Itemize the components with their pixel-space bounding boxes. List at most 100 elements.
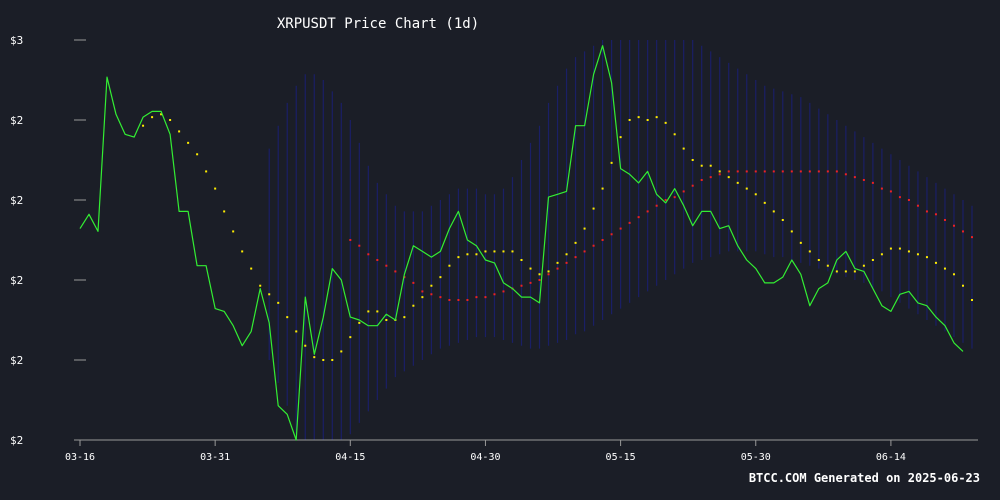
- ma-long-point: [655, 204, 658, 207]
- ma-long-point: [853, 176, 856, 179]
- ma-long-point: [520, 284, 523, 287]
- ma-long-point: [682, 190, 685, 193]
- ma-long-point: [394, 270, 397, 273]
- ma-long-point: [898, 196, 901, 199]
- ma-short-point: [295, 330, 298, 333]
- ma-short-point: [340, 350, 343, 353]
- ma-short-point: [907, 250, 910, 253]
- ma-short-point: [439, 276, 442, 279]
- ma-short-point: [790, 230, 793, 233]
- ma-short-point: [817, 259, 820, 261]
- ma-short-point: [187, 141, 190, 144]
- ma-long-point: [754, 170, 757, 173]
- ma-long-point: [799, 170, 802, 173]
- ma-long-point: [700, 179, 703, 181]
- ma-short-point: [646, 119, 649, 121]
- ma-long-point: [934, 213, 937, 216]
- ma-short-point: [862, 264, 865, 267]
- ma-short-point: [538, 273, 541, 276]
- ma-long-point: [736, 170, 739, 173]
- ma-short-point: [925, 256, 928, 259]
- ma-short-point: [727, 176, 730, 179]
- x-tick-label: 04-30: [470, 452, 500, 463]
- y-tick-label: $2: [10, 194, 23, 207]
- y-tick-label: $3: [10, 34, 23, 47]
- ma-long-point: [610, 233, 613, 236]
- ma-short-point: [889, 247, 892, 250]
- ma-short-point: [961, 284, 964, 287]
- ma-long-point: [601, 239, 604, 241]
- ma-long-point: [637, 216, 640, 219]
- ma-short-point: [971, 299, 973, 301]
- ma-long-point: [862, 179, 865, 181]
- ma-long-point: [808, 170, 811, 173]
- ma-short-point: [934, 261, 937, 264]
- ma-short-point: [655, 116, 658, 119]
- ma-short-point: [448, 264, 451, 267]
- ma-short-point: [808, 250, 811, 253]
- ma-long-point: [628, 221, 631, 224]
- ma-long-point: [475, 296, 478, 299]
- ma-short-point: [313, 356, 316, 359]
- ma-short-point: [763, 201, 766, 204]
- ma-long-point: [718, 173, 721, 176]
- ma-short-point: [520, 259, 523, 261]
- ma-long-point: [646, 210, 649, 213]
- ma-short-point: [367, 310, 370, 313]
- ma-short-point: [682, 147, 685, 150]
- ma-short-point: [358, 321, 361, 324]
- ma-long-point: [556, 267, 559, 270]
- y-tick-label: $2: [10, 354, 23, 367]
- ma-short-point: [250, 267, 253, 270]
- ma-long-point: [430, 293, 433, 296]
- ma-short-point: [412, 304, 415, 307]
- ma-long-point: [466, 299, 469, 301]
- ma-short-point: [196, 153, 199, 156]
- ma-long-point: [583, 250, 586, 253]
- ma-long-point: [691, 184, 694, 187]
- ma-short-point: [547, 270, 550, 273]
- ma-long-point: [439, 296, 442, 299]
- ma-short-point: [898, 247, 901, 250]
- chart-title: XRPUSDT Price Chart (1d): [277, 16, 479, 32]
- ma-long-point: [727, 170, 730, 173]
- ma-short-point: [268, 293, 271, 296]
- ma-short-point: [511, 250, 514, 253]
- ma-short-point: [781, 219, 784, 221]
- ma-long-point: [916, 204, 919, 207]
- ma-short-point: [403, 316, 406, 319]
- x-tick-label: 05-15: [606, 452, 636, 463]
- ma-short-point: [691, 159, 694, 161]
- ma-long-point: [709, 176, 712, 179]
- ma-short-point: [709, 164, 712, 167]
- ma-long-point: [358, 244, 361, 247]
- ma-short-point: [943, 267, 946, 270]
- ma-long-point: [889, 190, 892, 193]
- ma-short-point: [142, 124, 145, 127]
- ma-long-point: [376, 259, 379, 261]
- ma-short-point: [457, 256, 460, 259]
- ma-short-point: [772, 210, 775, 213]
- ma-short-point: [799, 241, 802, 244]
- ma-long-point: [943, 219, 946, 221]
- ma-long-point: [664, 199, 667, 201]
- ma-long-point: [412, 281, 415, 284]
- price-line: [79, 45, 964, 441]
- ma-short-point: [700, 164, 703, 167]
- ma-long-point: [421, 290, 424, 293]
- ma-short-point: [385, 319, 388, 321]
- ma-long-point: [772, 170, 775, 173]
- ma-short-point: [331, 359, 334, 361]
- ma-short-point: [610, 161, 613, 164]
- ma-short-point: [430, 284, 433, 287]
- ma-long-point: [790, 170, 793, 173]
- ma-short-point: [664, 121, 667, 124]
- y-tick-label: $2: [10, 114, 23, 127]
- ma-short-point: [637, 116, 640, 119]
- ma-short-point: [736, 181, 739, 184]
- ma-short-point: [214, 187, 217, 190]
- ma-short-point: [574, 241, 577, 244]
- ma-short-point: [484, 250, 487, 253]
